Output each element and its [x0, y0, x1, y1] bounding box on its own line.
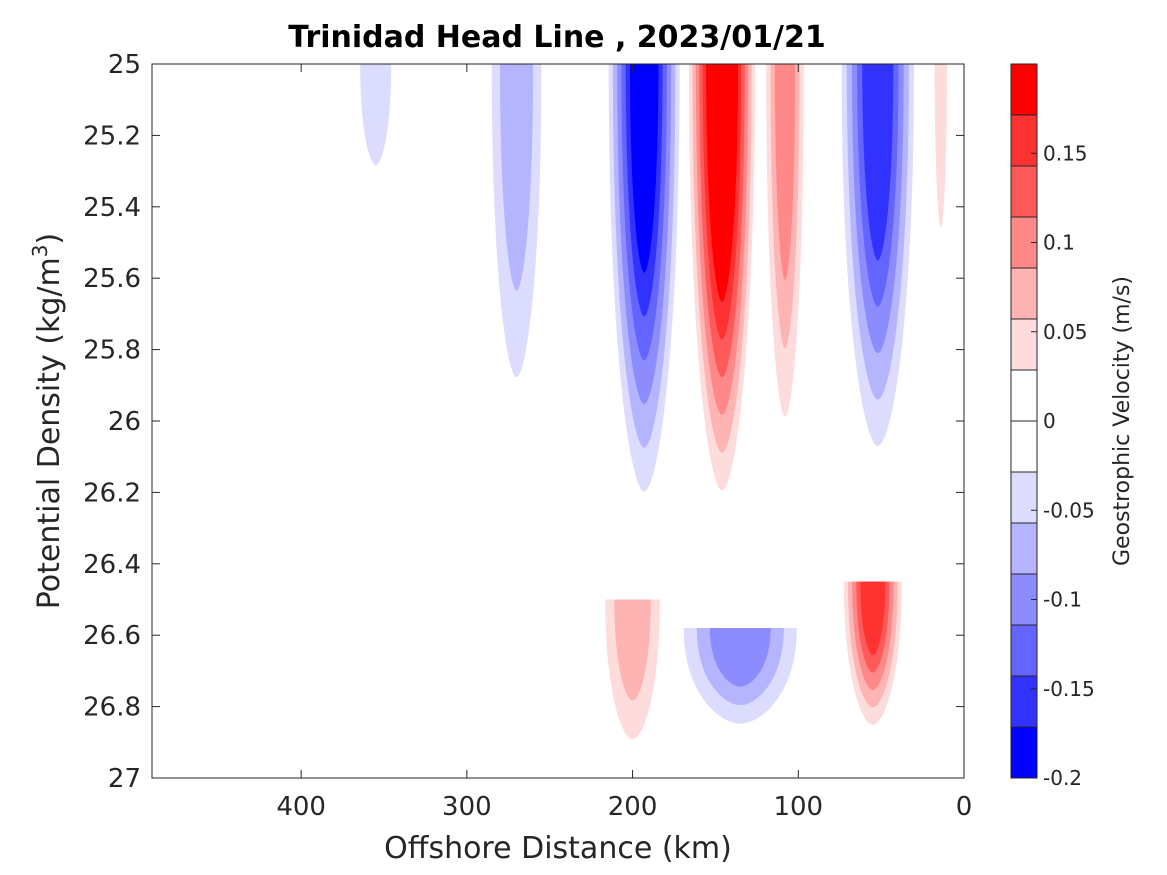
- y-tick-label: 26.8: [83, 693, 141, 723]
- x-axis: 400 300 200 100 0: [276, 64, 972, 822]
- x-tick-label: 300: [442, 792, 492, 822]
- y-axis-label-main: Potential Density (kg/m: [32, 257, 67, 609]
- y-tick-label: 25: [108, 50, 141, 80]
- colorbar-tick-label: -0.2: [1043, 766, 1082, 790]
- contour-level-11-6: [860, 581, 886, 656]
- contour-level-3-7: [629, 64, 659, 273]
- colorbar-band: [1011, 676, 1037, 728]
- x-tick-label: 0: [956, 792, 973, 822]
- contour-level-1-1: [464, 117, 470, 154]
- x-tick-label: 200: [608, 792, 658, 822]
- contour-level-8-1: [519, 678, 554, 743]
- contour-level-2-3: [500, 64, 534, 291]
- y-tick-label: 26: [108, 407, 141, 437]
- x-tick-label: 100: [773, 792, 823, 822]
- x-axis-label: Offshore Distance (km): [384, 831, 732, 866]
- colorbar-tick-label: -0.05: [1043, 498, 1095, 522]
- colorbar-band: [1011, 64, 1037, 116]
- y-tick-label: 25.6: [83, 264, 141, 294]
- colorbar-tick-label: 0.05: [1043, 320, 1088, 344]
- colorbar-tick-label: 0.15: [1043, 141, 1088, 165]
- y-tick-label: 25.8: [83, 336, 141, 366]
- colorbar-tick-label: 0.1: [1043, 231, 1075, 255]
- colorbar-band: [1011, 268, 1037, 320]
- colorbar-band: [1011, 421, 1037, 473]
- chart-title: Trinidad Head Line , 2023/01/21: [288, 20, 825, 55]
- colorbar-label: Geostrophic Velocity (m/s): [1110, 276, 1135, 566]
- y-tick-label: 25.4: [83, 193, 141, 223]
- colorbar-tick-label: -0.15: [1043, 677, 1095, 701]
- y-tick-label: 26.4: [83, 550, 141, 580]
- colorbar-band: [1011, 523, 1037, 575]
- contour-level-9-3: [614, 599, 651, 701]
- colorbar-band: [1011, 472, 1037, 524]
- y-axis-label-close: ): [32, 233, 67, 245]
- colorbar: 0.15 0.1 0.05 0 -0.05 -0.1 -0.15 -0.2 Geostroph…: [1010, 63, 1135, 790]
- contour-level-6-6: [862, 64, 894, 261]
- colorbar-tick-label: 0: [1043, 409, 1056, 433]
- y-axis-label: Potential Density (kg/m3): [28, 233, 67, 609]
- colorbar-band: [1011, 370, 1037, 422]
- contour-level-5-4: [774, 64, 796, 280]
- colorbar-band: [1011, 166, 1037, 218]
- y-axis-label-superscript: 3: [28, 244, 52, 257]
- plot-area: 400 300 200 100 0 25 25.2 25.4 25.6 25.8 26 26.2 26…: [83, 50, 972, 822]
- contour-level-0-2: [360, 64, 392, 166]
- colorbar-band: [1011, 727, 1037, 779]
- colorbar-ticks: 0.15 0.1 0.05 0 -0.05 -0.1 -0.15 -0.2: [1031, 141, 1095, 790]
- plot-background: [152, 64, 964, 778]
- y-axis: 25 25.2 25.4 25.6 25.8 26 26.2 26.4 26.6 26.8 27: [83, 50, 964, 794]
- contour-level-10-4: [709, 628, 771, 687]
- colorbar-tick-label: -0.1: [1043, 588, 1082, 612]
- y-tick-label: 26.2: [83, 478, 141, 508]
- colorbar-band: [1011, 115, 1037, 167]
- velocity-contours: [350, 64, 951, 778]
- colorbar-band: [1011, 625, 1037, 677]
- contour-level-4-8: [709, 64, 735, 265]
- y-tick-label: 27: [108, 764, 141, 794]
- y-tick-label: 25.2: [83, 121, 141, 151]
- contour-level-7-2: [934, 64, 948, 228]
- colorbar-bands: [1011, 63, 1037, 779]
- x-tick-label: 400: [276, 792, 326, 822]
- y-tick-label: 26.6: [83, 621, 141, 651]
- colorbar-band: [1011, 319, 1037, 371]
